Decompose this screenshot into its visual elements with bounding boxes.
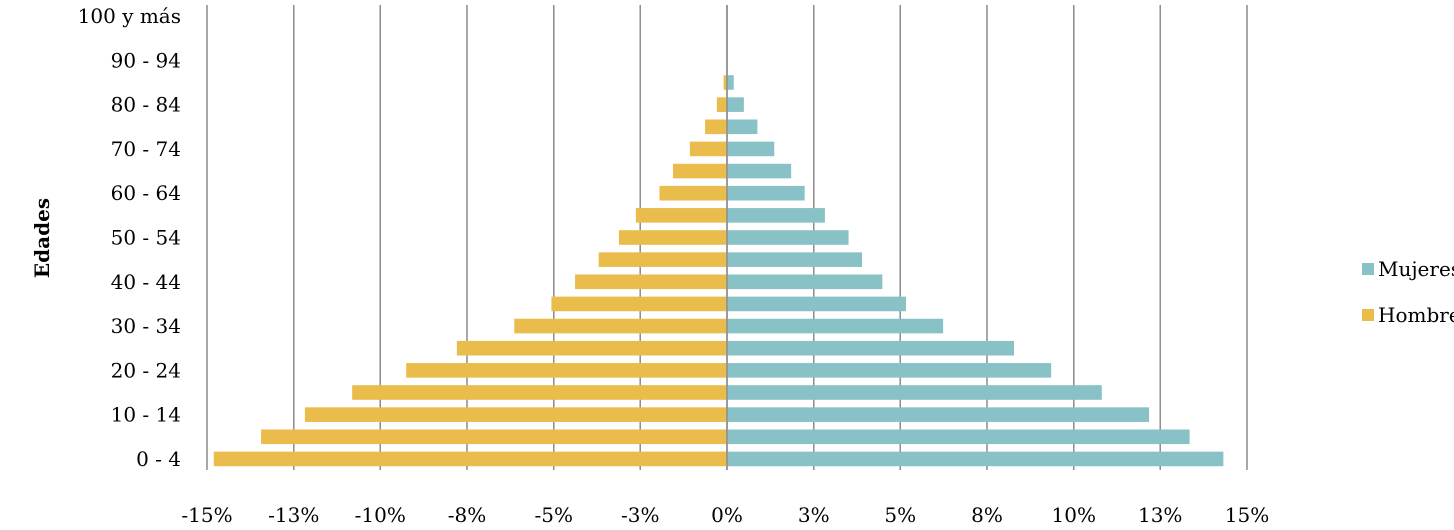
y-tick-labels: 0 - 4 10 - 14 20 - 24 30 - 34 40 - 44 50 - 54… — [78, 4, 181, 471]
x-tick-label-7: 3% — [798, 503, 830, 527]
bar-mujeres-10 — [727, 230, 849, 245]
bar-mujeres-3 — [727, 385, 1102, 400]
bar-hombres-14 — [689, 141, 727, 157]
x-tick-label-6: 0% — [711, 503, 743, 527]
x-tick-label-8: 5% — [884, 503, 916, 527]
y-tick-label-10: 50 - 54 — [111, 226, 181, 250]
x-tick-labels: -15% -13% -10% -8% -5% -3% 0% 3% 5% 8% 10% 13% 15% — [181, 503, 1269, 527]
bar-mujeres-11 — [727, 208, 825, 223]
bar-hombres-16 — [716, 97, 727, 112]
y-tick-label-16: 80 - 84 — [111, 93, 181, 117]
x-tick-label-4: -5% — [535, 503, 574, 527]
bar-mujeres-14 — [727, 141, 775, 157]
bar-hombres-11 — [635, 208, 727, 223]
bar-hombres-0 — [213, 451, 728, 467]
legend-swatch-hombres — [1362, 309, 1374, 321]
bar-mujeres-9 — [727, 252, 863, 267]
bar-hombres-4 — [406, 363, 727, 378]
x-tick-label-3: -8% — [448, 503, 487, 527]
bar-mujeres-13 — [727, 163, 792, 179]
x-tick-label-2: -10% — [355, 503, 406, 527]
y-tick-label-12: 60 - 64 — [111, 181, 181, 205]
bars — [213, 75, 1224, 467]
bar-hombres-8 — [575, 274, 727, 290]
legend-label-mujeres: Mujeres — [1378, 257, 1454, 281]
x-tick-label-1: -13% — [268, 503, 319, 527]
y-tick-label-2: 10 - 14 — [111, 403, 181, 427]
bar-hombres-1 — [261, 429, 727, 445]
bar-hombres-15 — [705, 119, 727, 135]
bar-mujeres-1 — [727, 429, 1190, 445]
bar-hombres-3 — [352, 385, 727, 400]
x-tick-label-12: 15% — [1225, 503, 1269, 527]
bar-hombres-9 — [598, 252, 727, 267]
bar-hombres-12 — [659, 185, 727, 201]
bar-mujeres-15 — [727, 119, 758, 135]
bar-mujeres-8 — [727, 274, 883, 290]
x-tick-label-0: -15% — [181, 503, 232, 527]
y-tick-label-8: 40 - 44 — [111, 270, 181, 294]
x-tick-label-11: 13% — [1138, 503, 1182, 527]
x-tick-label-5: -3% — [621, 503, 660, 527]
x-tick-label-9: 8% — [971, 503, 1003, 527]
y-tick-label-0: 0 - 4 — [136, 447, 181, 471]
bar-hombres-10 — [618, 230, 727, 245]
bar-mujeres-12 — [727, 185, 805, 201]
bar-mujeres-17 — [727, 75, 734, 90]
y-axis-title: Edades — [30, 198, 54, 278]
bar-hombres-2 — [304, 407, 727, 422]
bar-mujeres-2 — [727, 407, 1150, 422]
y-tick-label-4: 20 - 24 — [111, 358, 181, 382]
bar-hombres-5 — [456, 340, 727, 356]
bar-hombres-6 — [514, 318, 727, 334]
bar-mujeres-6 — [727, 318, 944, 334]
y-tick-label-18: 90 - 94 — [111, 48, 181, 72]
bar-mujeres-16 — [727, 97, 744, 112]
y-tick-label-14: 70 - 74 — [111, 137, 181, 161]
bar-mujeres-0 — [727, 451, 1224, 467]
bar-hombres-13 — [672, 163, 727, 179]
bar-mujeres-5 — [727, 340, 1015, 356]
bar-hombres-7 — [551, 296, 727, 312]
legend: Mujeres Hombres — [1362, 257, 1454, 327]
bar-mujeres-4 — [727, 363, 1052, 378]
bar-hombres-17 — [723, 75, 727, 90]
legend-label-hombres: Hombres — [1378, 303, 1454, 327]
y-tick-label-6: 30 - 34 — [111, 314, 181, 338]
bar-mujeres-7 — [727, 296, 906, 312]
y-tick-label-20: 100 y más — [78, 4, 181, 28]
x-tick-label-10: 10% — [1052, 503, 1096, 527]
legend-swatch-mujeres — [1362, 263, 1374, 275]
